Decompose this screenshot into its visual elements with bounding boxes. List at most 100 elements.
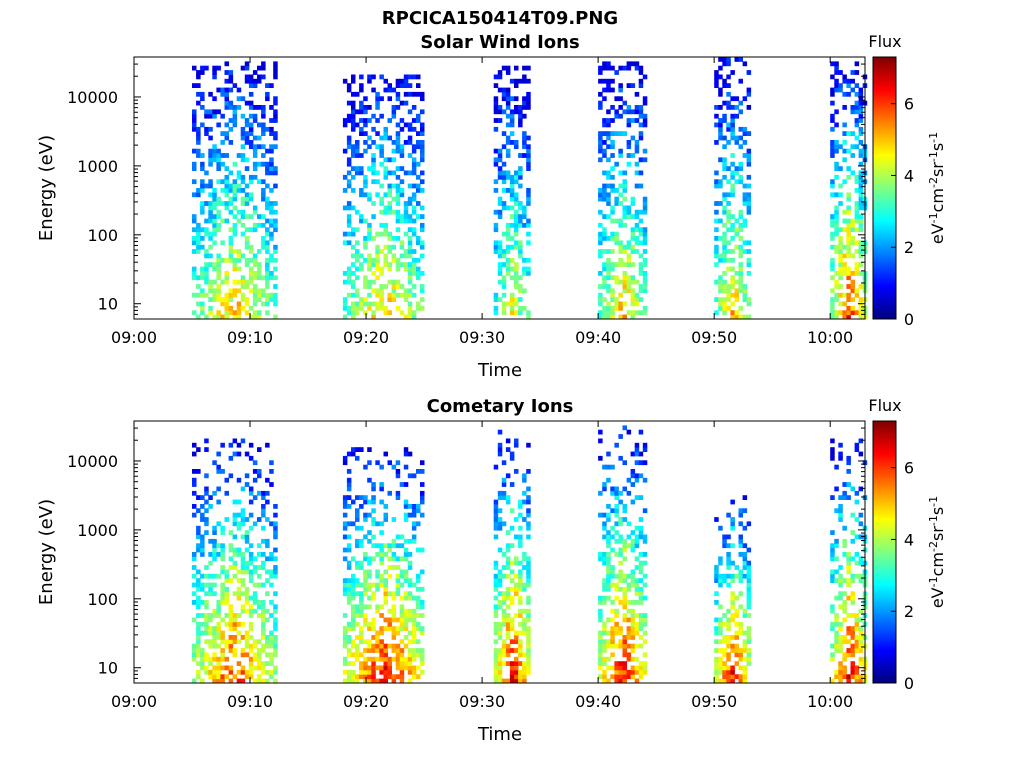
heatmap-cell [379, 135, 384, 141]
heatmap-cell [610, 288, 615, 294]
heatmap-cell [842, 179, 847, 185]
heatmap-cell [634, 460, 640, 466]
heatmap-cell [200, 310, 205, 316]
heatmap-cell [240, 131, 246, 136]
heatmap-cell [383, 135, 388, 141]
heatmap-cell [526, 665, 531, 671]
heatmap-cell [379, 464, 384, 470]
heatmap-cell [493, 648, 499, 653]
heatmap-cell [610, 547, 615, 553]
heatmap-cell [606, 630, 611, 636]
heatmap-cell [610, 78, 615, 84]
heatmap-cell [722, 284, 727, 289]
heatmap-cell [346, 292, 352, 298]
heatmap-cell [387, 118, 392, 123]
heatmap-cell [614, 275, 619, 281]
heatmap-cell [505, 91, 511, 97]
heatmap-cell [244, 534, 250, 540]
heatmap-cell [634, 495, 640, 500]
heatmap-cell [501, 174, 507, 180]
heatmap-cell [858, 578, 864, 583]
heatmap-cell [509, 192, 515, 198]
heatmap-cell [208, 617, 213, 623]
heatmap-cell [518, 652, 523, 658]
heatmap-cell [342, 188, 348, 193]
heatmap-cell [371, 591, 376, 597]
heatmap-cell [196, 91, 201, 97]
heatmap-cell [522, 209, 527, 215]
heatmap-cell [204, 249, 209, 254]
heatmap-cell [244, 236, 250, 241]
heatmap-cell [714, 600, 719, 605]
heatmap-cell [208, 504, 213, 509]
heatmap-cell [395, 140, 401, 145]
heatmap-cell [842, 292, 847, 298]
heatmap-cell [363, 639, 368, 645]
heatmap-cell [420, 244, 425, 250]
heatmap-cell [638, 525, 644, 531]
heatmap-cell [730, 275, 735, 281]
heatmap-cell [208, 495, 213, 500]
heatmap-cell [622, 109, 627, 115]
heatmap-cell [273, 643, 278, 649]
heatmap-cell [634, 209, 640, 215]
heatmap-cell [379, 482, 384, 487]
heatmap-cell [383, 669, 388, 675]
heatmap-cell [228, 442, 234, 448]
heatmap-cell [420, 157, 425, 163]
heatmap-cell [257, 266, 262, 272]
heatmap-cell [359, 131, 364, 136]
heatmap-cell [734, 613, 739, 618]
heatmap-cell [838, 504, 843, 509]
heatmap-cell [618, 573, 623, 579]
heatmap-cell [497, 153, 503, 158]
heatmap-cell [730, 669, 735, 675]
heatmap-cell [411, 630, 417, 636]
heatmap-cell [598, 192, 603, 198]
heatmap-cell [273, 144, 278, 150]
heatmap-cell [387, 183, 392, 189]
heatmap-cell [718, 525, 723, 531]
heatmap-cell [379, 153, 384, 158]
heatmap-cell [606, 183, 611, 189]
heatmap-cell [505, 630, 511, 636]
heatmap-cell [738, 253, 743, 259]
heatmap-cell [630, 578, 636, 583]
heatmap-cell [240, 608, 246, 614]
heatmap-cell [622, 100, 627, 106]
heatmap-cell [371, 179, 376, 185]
heatmap-cell [834, 297, 839, 302]
heatmap-cell [493, 652, 499, 658]
heatmap-cell [387, 297, 392, 302]
heatmap-cell [379, 161, 384, 167]
heatmap-cell [718, 201, 723, 206]
heatmap-cell [614, 305, 619, 311]
heatmap-cell [420, 222, 425, 228]
heatmap-cell [204, 665, 209, 671]
heatmap-cell [351, 188, 356, 193]
heatmap-cell [269, 297, 274, 302]
heatmap-cell [216, 626, 221, 631]
heatmap-cell [407, 652, 413, 658]
heatmap-cell [638, 560, 644, 566]
heatmap-cell [240, 652, 246, 658]
heatmap-cell [355, 674, 360, 680]
cometary-panel: Cometary Ions 09:00 09:10 09:20 09:30 09:40 0… [36, 396, 947, 745]
heatmap-cell [830, 275, 835, 281]
heatmap-cell [497, 674, 503, 680]
heatmap-cell [200, 582, 205, 588]
heatmap-cell [391, 297, 397, 302]
heatmap-cell [830, 297, 835, 302]
heatmap-cell [830, 222, 835, 228]
heatmap-cell [858, 314, 864, 320]
heatmap-cell [391, 236, 397, 241]
heatmap-cell [830, 113, 835, 119]
heatmap-cell [610, 508, 615, 514]
heatmap-cell [196, 227, 201, 233]
heatmap-cell [224, 613, 229, 618]
heatmap-cell [420, 600, 425, 605]
heatmap-cell [526, 469, 531, 474]
heatmap-cell [224, 70, 229, 75]
heatmap-cell [518, 297, 523, 302]
heatmap-cell [726, 209, 731, 215]
